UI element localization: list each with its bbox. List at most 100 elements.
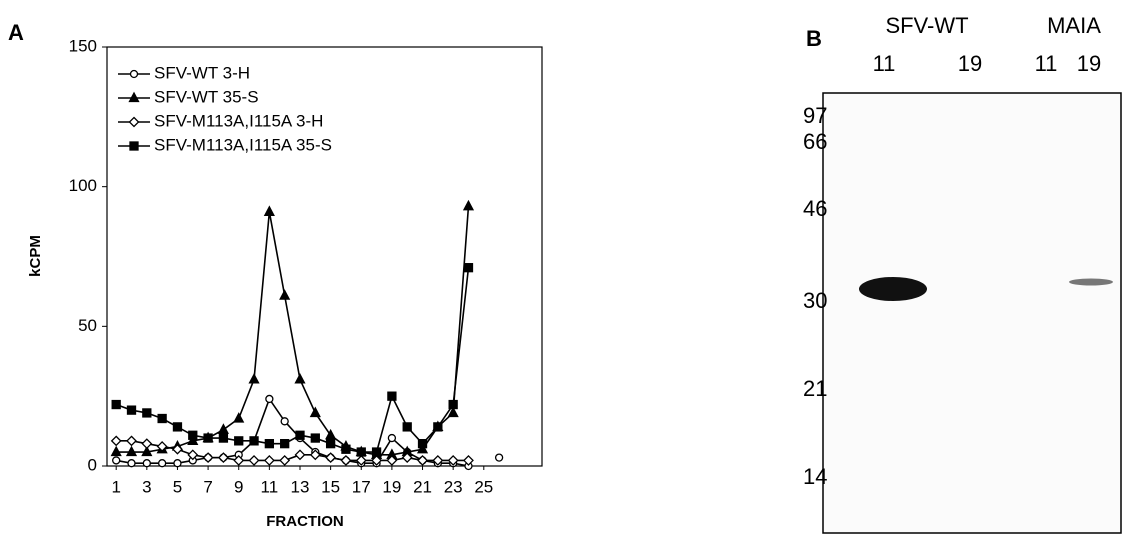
data-point — [434, 423, 442, 431]
data-point — [250, 456, 259, 465]
data-point — [296, 431, 304, 439]
legend-marker — [131, 71, 138, 78]
mw-marker-label: 46 — [803, 196, 827, 221]
y-tick-label: 0 — [88, 455, 97, 474]
mw-marker-label: 14 — [803, 464, 827, 489]
mw-marker-label: 21 — [803, 376, 827, 401]
data-point — [143, 460, 150, 467]
data-point — [464, 201, 473, 210]
x-tick-label: 1 — [111, 477, 120, 496]
data-point — [158, 415, 166, 423]
x-tick-label: 21 — [413, 477, 432, 496]
data-point — [159, 460, 166, 467]
y-axis-label: kCPM — [27, 235, 44, 277]
x-tick-label: 23 — [444, 477, 463, 496]
gel-band — [859, 277, 927, 301]
data-point — [128, 406, 136, 414]
series-line — [116, 206, 468, 455]
data-point — [311, 408, 320, 417]
data-point — [403, 423, 411, 431]
legend-label: SFV-WT 3-H — [154, 63, 250, 82]
data-point — [295, 374, 304, 383]
x-tick-label: 7 — [203, 477, 212, 496]
data-point — [281, 418, 288, 425]
data-point — [112, 436, 121, 445]
data-point — [280, 456, 289, 465]
x-tick-label: 5 — [173, 477, 182, 496]
data-point — [327, 440, 335, 448]
data-point — [280, 291, 289, 300]
data-point — [281, 440, 289, 448]
series-line — [116, 399, 499, 466]
group-label: SFV-WT — [885, 13, 968, 38]
data-point — [496, 454, 503, 461]
data-point — [341, 456, 350, 465]
data-point — [373, 448, 381, 456]
x-tick-label: 15 — [321, 477, 340, 496]
lane-label: 19 — [1077, 51, 1101, 76]
data-point — [128, 460, 135, 467]
lane-label: 19 — [958, 51, 982, 76]
x-tick-label: 17 — [352, 477, 371, 496]
data-point — [173, 423, 181, 431]
plot-frame — [107, 47, 542, 466]
data-point — [250, 437, 258, 445]
x-tick-label: 9 — [234, 477, 243, 496]
data-point — [219, 434, 227, 442]
data-point — [127, 436, 136, 445]
data-point — [235, 437, 243, 445]
group-label: MAIA — [1047, 13, 1101, 38]
data-point — [311, 434, 319, 442]
series-line — [116, 268, 468, 452]
data-point — [143, 409, 151, 417]
panel-label: B — [806, 26, 822, 51]
x-tick-label: 13 — [291, 477, 310, 496]
data-point — [204, 453, 213, 462]
data-point — [449, 401, 457, 409]
panel-label: A — [8, 20, 24, 45]
x-axis-label: FRACTION — [266, 513, 344, 530]
data-point — [326, 453, 335, 462]
data-point — [250, 374, 259, 383]
legend-label: SFV-WT 35-S — [154, 87, 259, 106]
data-point — [342, 445, 350, 453]
data-point — [142, 439, 151, 448]
mw-marker-label: 97 — [803, 103, 827, 128]
data-point — [112, 401, 120, 409]
legend-label: SFV-M113A,I115A 35-S — [154, 135, 332, 154]
x-tick-label: 25 — [474, 477, 493, 496]
mw-marker-label: 66 — [803, 129, 827, 154]
data-point — [266, 395, 273, 402]
data-point — [189, 431, 197, 439]
data-point — [295, 450, 304, 459]
lane-label: 11 — [1035, 51, 1058, 76]
y-tick-label: 150 — [69, 36, 97, 55]
figure: A FRACTION kCPM B SFV-WT MAIA 1119111997… — [0, 0, 1122, 534]
data-point — [464, 264, 472, 272]
data-point — [388, 392, 396, 400]
lane-label: 11 — [873, 51, 896, 76]
legend-marker — [130, 142, 138, 150]
data-point — [204, 434, 212, 442]
data-point — [174, 460, 181, 467]
data-point — [219, 453, 228, 462]
data-point — [388, 435, 395, 442]
data-point — [419, 440, 427, 448]
data-point — [234, 414, 243, 423]
y-tick-label: 100 — [69, 176, 97, 195]
x-tick-label: 11 — [261, 477, 279, 496]
gel-image — [823, 93, 1121, 533]
data-point — [357, 448, 365, 456]
data-point — [113, 457, 120, 464]
data-point — [265, 456, 274, 465]
mw-marker-label: 30 — [803, 288, 827, 313]
data-point — [265, 207, 274, 216]
x-tick-label: 19 — [382, 477, 401, 496]
data-point — [265, 440, 273, 448]
data-point — [219, 425, 228, 434]
legend-label: SFV-M113A,I115A 3-H — [154, 111, 323, 130]
x-tick-label: 3 — [142, 477, 151, 496]
y-tick-label: 50 — [78, 316, 97, 335]
data-point — [418, 456, 427, 465]
